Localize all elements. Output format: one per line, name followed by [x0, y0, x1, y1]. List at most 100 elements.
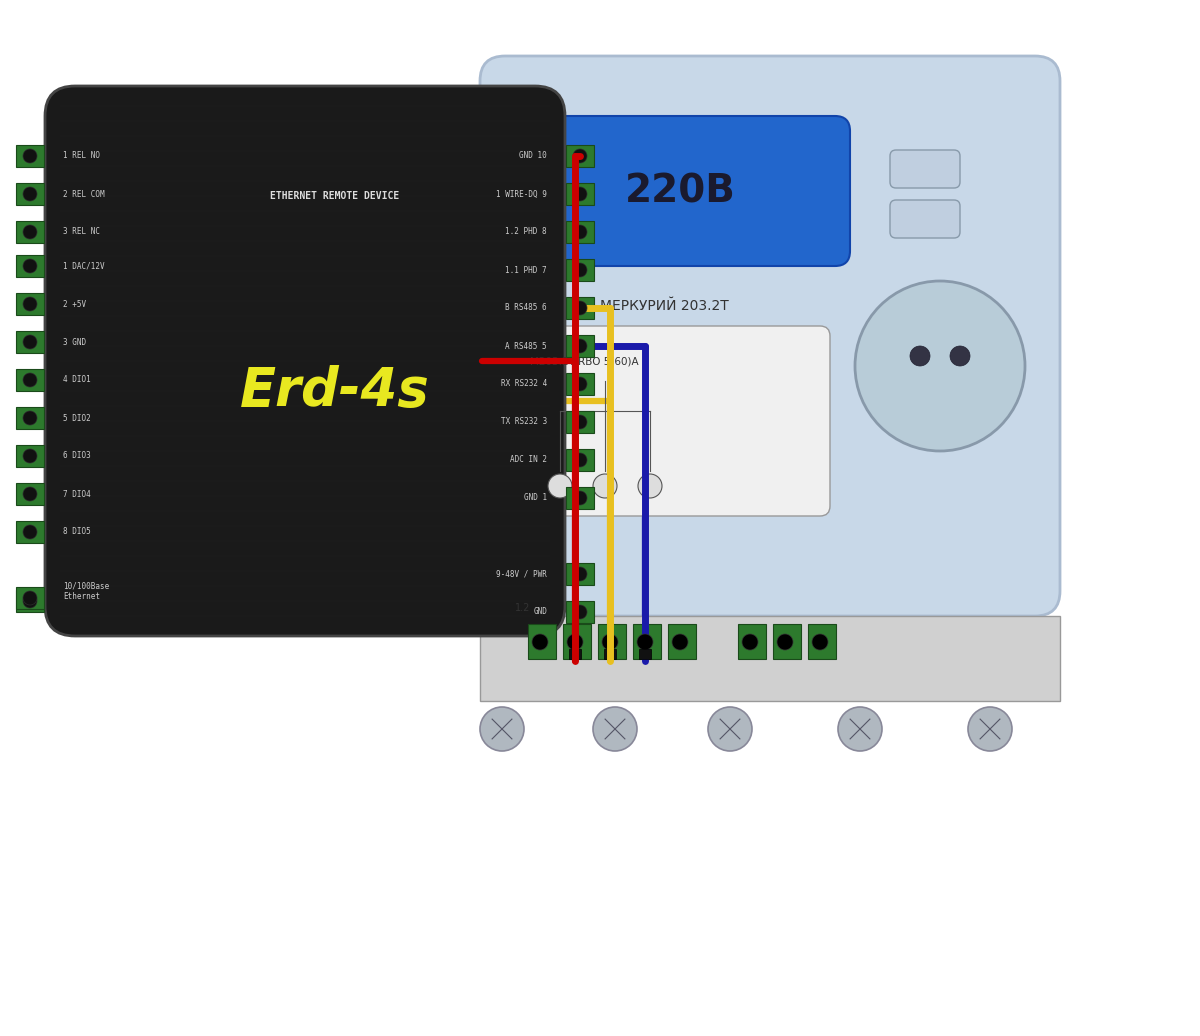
Bar — [566, 563, 594, 585]
Circle shape — [574, 263, 587, 277]
Circle shape — [593, 474, 617, 498]
Circle shape — [23, 594, 37, 608]
Circle shape — [23, 259, 37, 274]
Circle shape — [708, 707, 752, 751]
Bar — [566, 259, 594, 281]
Circle shape — [23, 225, 37, 239]
Bar — [738, 624, 766, 659]
Bar — [563, 624, 590, 659]
Bar — [16, 369, 44, 392]
Circle shape — [968, 707, 1012, 751]
Text: 2 REL COM: 2 REL COM — [64, 190, 104, 199]
FancyBboxPatch shape — [510, 116, 850, 266]
Bar — [566, 145, 594, 167]
Text: 3 REL NC: 3 REL NC — [64, 228, 100, 236]
Bar — [566, 373, 594, 395]
Circle shape — [638, 474, 662, 498]
Circle shape — [23, 449, 37, 463]
Circle shape — [602, 634, 618, 650]
Circle shape — [742, 634, 758, 650]
Circle shape — [574, 225, 587, 239]
Circle shape — [23, 591, 37, 605]
Text: M203.2T RBO 5(60)A: M203.2T RBO 5(60)A — [530, 356, 638, 366]
Text: МЕРКУРИЙ 203.2Т: МЕРКУРИЙ 203.2Т — [600, 299, 728, 313]
Circle shape — [672, 634, 688, 650]
Text: 1 DAC/12V: 1 DAC/12V — [64, 261, 104, 270]
Bar — [16, 521, 44, 543]
Bar — [640, 649, 650, 659]
Circle shape — [574, 339, 587, 353]
Text: TX RS232 3: TX RS232 3 — [500, 418, 547, 427]
Circle shape — [574, 453, 587, 467]
Circle shape — [854, 281, 1025, 451]
Bar — [569, 649, 581, 659]
Circle shape — [548, 474, 572, 498]
Circle shape — [910, 346, 930, 366]
Bar — [566, 182, 594, 205]
Text: GND 10: GND 10 — [520, 151, 547, 161]
Text: 4 DIO1: 4 DIO1 — [64, 375, 91, 384]
Circle shape — [23, 188, 37, 201]
Bar — [566, 221, 594, 243]
FancyBboxPatch shape — [46, 86, 565, 636]
Circle shape — [23, 373, 37, 387]
FancyBboxPatch shape — [480, 56, 1060, 616]
Circle shape — [574, 491, 587, 505]
Bar — [16, 330, 44, 353]
Circle shape — [637, 634, 653, 650]
Circle shape — [23, 149, 37, 163]
Bar — [566, 335, 594, 357]
Circle shape — [23, 297, 37, 311]
Circle shape — [574, 149, 587, 163]
Circle shape — [574, 377, 587, 391]
Bar — [16, 255, 44, 278]
Text: 2 +5V: 2 +5V — [64, 299, 86, 309]
Circle shape — [812, 634, 828, 650]
Text: A RS485 5: A RS485 5 — [505, 342, 547, 350]
Bar — [808, 624, 836, 659]
Bar — [528, 624, 556, 659]
Text: 10/100Base
Ethernet: 10/100Base Ethernet — [64, 581, 109, 601]
Bar — [480, 616, 1060, 701]
Text: GND 1: GND 1 — [524, 493, 547, 502]
Text: ADC IN 2: ADC IN 2 — [510, 456, 547, 464]
Bar — [566, 449, 594, 471]
Text: 3 GND: 3 GND — [64, 338, 86, 346]
Circle shape — [574, 188, 587, 201]
Text: RX RS232 4: RX RS232 4 — [500, 379, 547, 388]
Text: 9-48V / PWR: 9-48V / PWR — [496, 570, 547, 578]
Text: 1.2 PHD 8: 1.2 PHD 8 — [505, 228, 547, 236]
Text: 1.1 PHD 7: 1.1 PHD 7 — [505, 265, 547, 275]
Circle shape — [23, 411, 37, 425]
FancyBboxPatch shape — [510, 326, 830, 516]
Text: 7 DIO4: 7 DIO4 — [64, 489, 91, 498]
Text: 5 DIO2: 5 DIO2 — [64, 413, 91, 423]
Text: ETHERNET REMOTE DEVICE: ETHERNET REMOTE DEVICE — [270, 191, 400, 201]
Text: 220B: 220B — [624, 172, 736, 210]
Circle shape — [593, 707, 637, 751]
Circle shape — [23, 525, 37, 539]
Circle shape — [574, 301, 587, 315]
Text: GND: GND — [533, 607, 547, 616]
Circle shape — [574, 567, 587, 581]
Circle shape — [480, 707, 524, 751]
Circle shape — [574, 415, 587, 429]
Bar — [16, 293, 44, 315]
Circle shape — [23, 335, 37, 349]
Text: B RS485 6: B RS485 6 — [505, 304, 547, 313]
Circle shape — [574, 605, 587, 618]
Bar — [566, 601, 594, 624]
Bar — [604, 649, 616, 659]
Bar — [566, 411, 594, 433]
Bar — [773, 624, 802, 659]
Bar — [16, 145, 44, 167]
Circle shape — [566, 634, 583, 650]
Circle shape — [838, 707, 882, 751]
Bar — [16, 407, 44, 429]
Bar — [598, 624, 626, 659]
FancyBboxPatch shape — [890, 150, 960, 188]
Text: 1 WIRE-DQ 9: 1 WIRE-DQ 9 — [496, 190, 547, 199]
Text: 6 DIO3: 6 DIO3 — [64, 452, 91, 460]
Text: 8 DIO5: 8 DIO5 — [64, 527, 91, 537]
Bar — [634, 624, 661, 659]
